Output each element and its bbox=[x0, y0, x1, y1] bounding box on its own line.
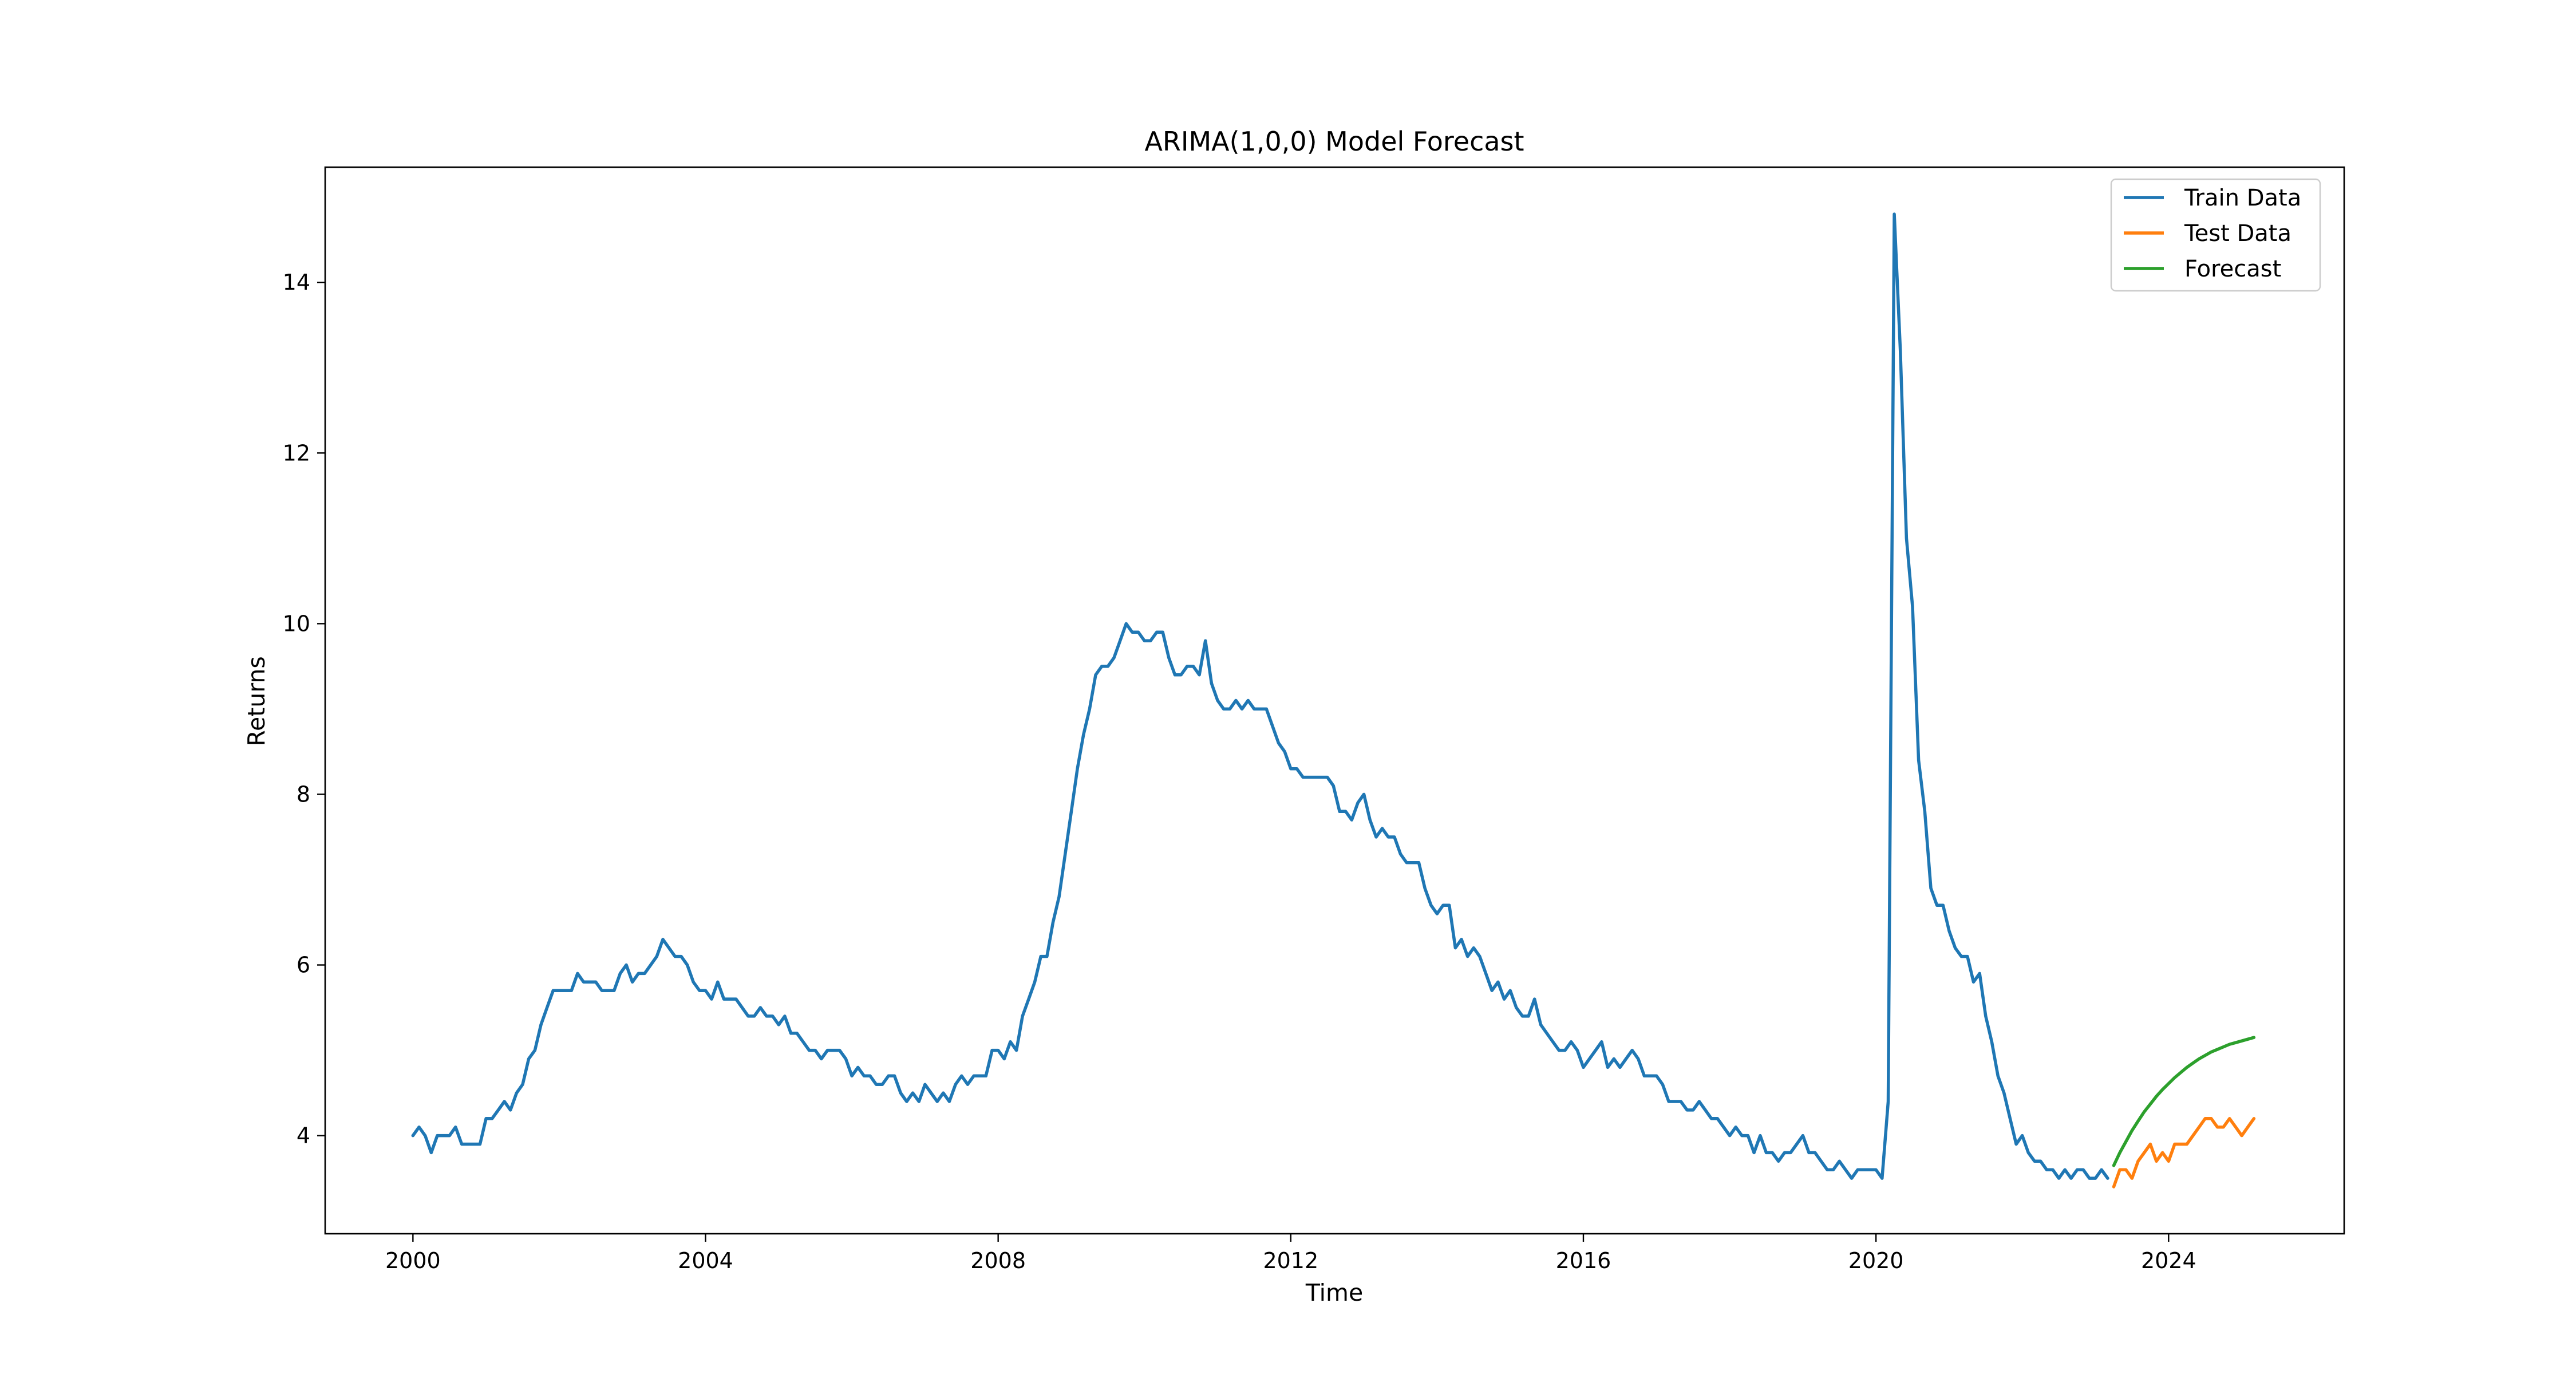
x-tick-label: 2020 bbox=[1848, 1248, 1904, 1273]
series-layer bbox=[411, 212, 2256, 1189]
y-tick-label: 4 bbox=[297, 1123, 310, 1148]
legend-label: Train Data bbox=[2184, 185, 2301, 211]
x-tick-label: 2004 bbox=[678, 1248, 733, 1273]
y-tick-label: 14 bbox=[283, 270, 310, 295]
series-line-train-data bbox=[411, 212, 2109, 1180]
y-tick-label: 6 bbox=[297, 953, 310, 978]
legend-label: Forecast bbox=[2184, 256, 2281, 282]
x-axis-label: Time bbox=[1305, 1279, 1363, 1306]
plot-frame bbox=[324, 166, 2345, 1235]
y-tick-label: 10 bbox=[283, 611, 310, 636]
x-axis: 2000 2004 2008 2012 2016 2020 2024 bbox=[385, 1234, 2196, 1273]
x-tick-label: 2012 bbox=[1263, 1248, 1318, 1273]
series-line-test-data bbox=[2112, 1117, 2256, 1189]
y-tick-label: 8 bbox=[297, 781, 310, 807]
legend: Train Data Test Data Forecast bbox=[2110, 178, 2321, 292]
x-tick-label: 2008 bbox=[970, 1248, 1026, 1273]
series-line-forecast bbox=[2112, 1036, 2256, 1167]
y-tick-label: 12 bbox=[283, 440, 310, 465]
x-tick-label: 2024 bbox=[2141, 1248, 2196, 1273]
chart-title: ARIMA(1,0,0) Model Forecast bbox=[1144, 126, 1524, 157]
y-axis: 4 6 8 10 12 14 bbox=[283, 270, 325, 1148]
legend-box bbox=[2110, 178, 2321, 292]
y-axis-label: Returns bbox=[243, 656, 270, 746]
x-tick-label: 2000 bbox=[385, 1248, 441, 1273]
legend-label: Test Data bbox=[2184, 220, 2291, 247]
x-tick-label: 2016 bbox=[1556, 1248, 1611, 1273]
